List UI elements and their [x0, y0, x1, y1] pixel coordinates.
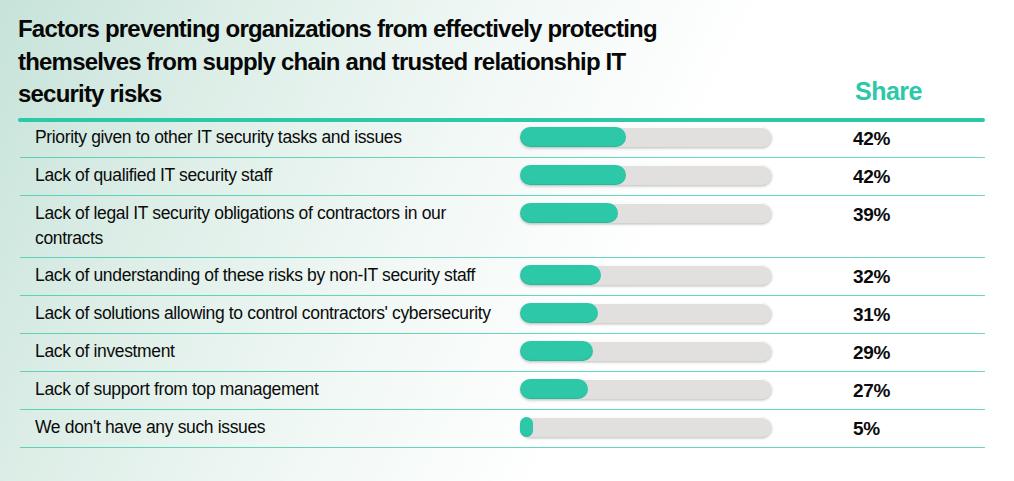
bar-fill: [520, 265, 601, 285]
chart-row: We don't have any such issues 5%: [20, 410, 985, 448]
row-value: 42%: [772, 126, 985, 151]
bar-track: [520, 127, 772, 147]
chart-row: Lack of support from top management 27%: [20, 372, 985, 410]
row-value: 29%: [772, 340, 985, 365]
bar-track: [520, 417, 772, 437]
row-label: Lack of understanding of these risks by …: [20, 263, 520, 288]
bar-track: [520, 165, 772, 185]
row-label: Lack of qualified IT security staff: [20, 163, 520, 188]
bar-track: [520, 203, 772, 223]
chart-row: Lack of understanding of these risks by …: [20, 258, 985, 296]
row-label: Lack of legal IT security obligations of…: [20, 201, 520, 251]
row-label: Lack of solutions allowing to control co…: [20, 301, 520, 326]
row-value: 31%: [772, 302, 985, 327]
bar-fill: [520, 127, 626, 147]
bar-fill: [520, 379, 588, 399]
survey-bar-chart: Factors preventing organizations from ef…: [0, 0, 1014, 481]
row-value: 42%: [772, 164, 985, 189]
bar-fill: [520, 165, 626, 185]
bar-track: [520, 265, 772, 285]
share-column-header: Share: [855, 77, 922, 106]
chart-title: Factors preventing organizations from ef…: [18, 13, 670, 111]
bar-fill: [520, 303, 598, 323]
header-divider: [18, 118, 985, 122]
row-value: 27%: [772, 378, 985, 403]
chart-row: Priority given to other IT security task…: [20, 120, 985, 158]
bar-rows: Priority given to other IT security task…: [20, 120, 985, 448]
chart-row: Lack of investment 29%: [20, 334, 985, 372]
row-label: Lack of support from top management: [20, 377, 520, 402]
row-value: 5%: [772, 416, 985, 441]
bar-track: [520, 303, 772, 323]
chart-row: Lack of qualified IT security staff 42%: [20, 158, 985, 196]
row-label: We don't have any such issues: [20, 415, 520, 440]
bar-fill: [520, 417, 533, 437]
bar-track: [520, 379, 772, 399]
chart-row: Lack of solutions allowing to control co…: [20, 296, 985, 334]
bar-fill: [520, 203, 618, 223]
chart-row: Lack of legal IT security obligations of…: [20, 196, 985, 258]
row-value: 39%: [772, 202, 985, 227]
bar-track: [520, 341, 772, 361]
bar-fill: [520, 341, 593, 361]
chart-header: Factors preventing organizations from ef…: [0, 0, 1014, 120]
row-label: Priority given to other IT security task…: [20, 125, 520, 150]
row-value: 32%: [772, 264, 985, 289]
row-label: Lack of investment: [20, 339, 520, 364]
